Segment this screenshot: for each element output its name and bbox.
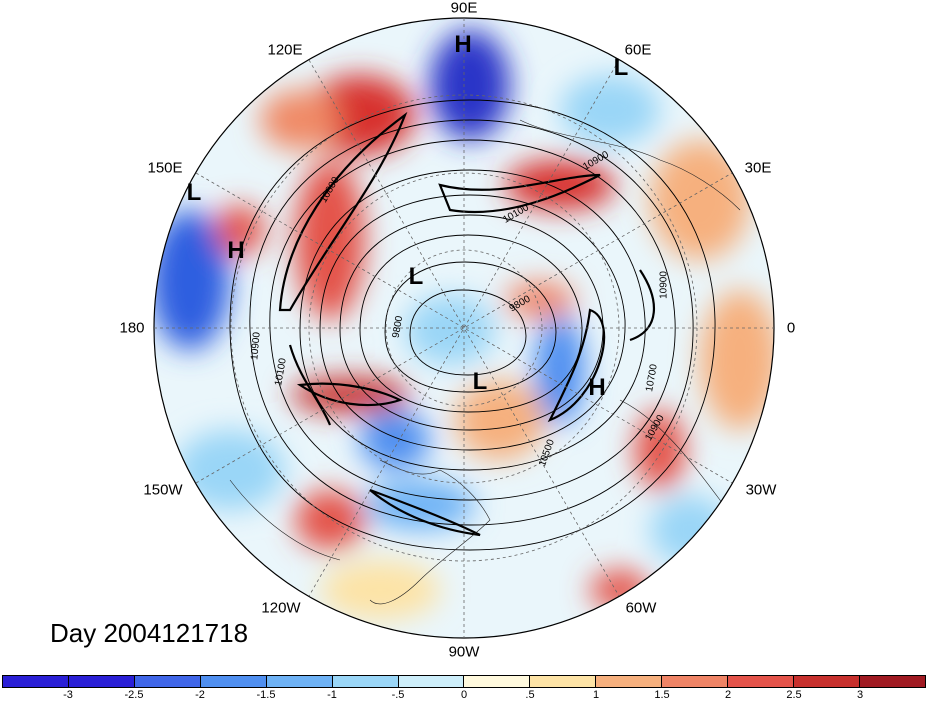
colorbar-segment <box>200 676 267 687</box>
low-pressure-marker: L <box>613 54 629 81</box>
lon-label-60w: 60W <box>625 599 657 617</box>
low-pressure-marker: L <box>408 263 424 290</box>
low-pressure-marker: L <box>186 179 202 206</box>
colorbar-tick-label: -1.5 <box>256 689 276 701</box>
lon-label-180: 180 <box>119 319 145 337</box>
high-pressure-marker: H <box>588 374 606 401</box>
colorbar-tick-label: 3 <box>856 689 864 701</box>
timestamp-label: Day 2004121718 <box>50 618 249 648</box>
colorbar-segment <box>134 676 201 687</box>
low-pressure-marker: L <box>472 368 488 395</box>
lon-label-150e: 150E <box>147 159 183 177</box>
colorbar-tick-label: .5 <box>525 689 535 701</box>
colorbar-tick-label: 2 <box>724 689 732 701</box>
colorbar-tick-label: 2.5 <box>786 689 802 701</box>
colorbar-tick-label: -2 <box>195 689 205 701</box>
lon-label-30w: 30W <box>745 481 777 499</box>
lon-label-0: 0 <box>786 319 796 337</box>
contour-label: 10900 <box>658 271 670 299</box>
high-pressure-marker: H <box>454 31 472 58</box>
colorbar-segment <box>266 676 333 687</box>
lon-label-30e: 30E <box>744 159 772 177</box>
colorbar-segment <box>728 676 795 687</box>
colorbar-segment <box>68 676 135 687</box>
colorbar <box>2 675 926 688</box>
lon-label-90w: 90W <box>448 643 480 661</box>
high-pressure-marker: H <box>227 237 245 264</box>
colorbar-tick-label: 0 <box>460 689 468 701</box>
colorbar-tick-label: -3 <box>63 689 73 701</box>
colorbar-tick-label: -.5 <box>391 689 405 701</box>
lon-label-120w: 120W <box>261 599 301 617</box>
wind-contours <box>278 111 655 537</box>
colorbar-segment <box>3 676 69 687</box>
lon-label-60e: 60E <box>624 41 652 59</box>
colorbar-tick-label: -1 <box>327 689 337 701</box>
colorbar-segment <box>596 676 663 687</box>
coastlines <box>229 119 741 605</box>
lon-label-120e: 120E <box>267 41 303 59</box>
lon-label-150w: 150W <box>143 481 183 499</box>
colorbar-segment <box>332 676 399 687</box>
height-contours <box>229 99 716 551</box>
lon-label-90e: 90E <box>450 0 478 17</box>
colorbar-segment <box>464 676 531 687</box>
colorbar-tick-label: 1.5 <box>654 689 670 701</box>
colorbar-segment <box>530 676 597 687</box>
colorbar-segment <box>859 676 925 687</box>
colorbar-tick-label: -2.5 <box>124 689 144 701</box>
graticule <box>154 18 774 638</box>
anomaly-field <box>154 18 774 638</box>
colorbar-segment <box>662 676 729 687</box>
colorbar-tick-label: 1 <box>592 689 600 701</box>
colorbar-segment <box>794 676 860 687</box>
colorbar-segment <box>398 676 465 687</box>
